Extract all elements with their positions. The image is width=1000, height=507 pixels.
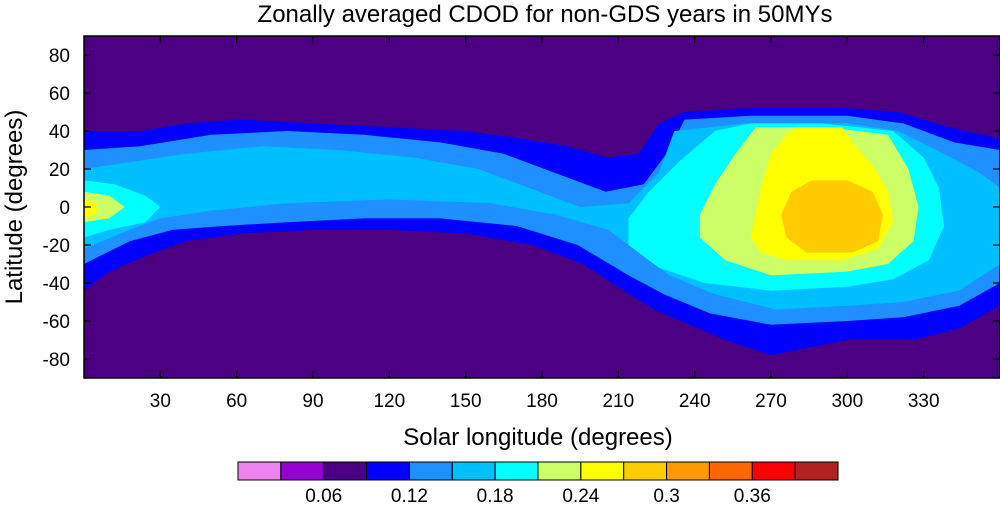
x-tick-label: 240 [679,391,711,412]
colorbar-label: 0.3 [653,486,679,507]
x-tick-label: 330 [908,391,940,412]
x-tick-label: 90 [302,391,323,412]
y-tick-label: -40 [43,274,70,295]
x-tick-label: 300 [831,391,863,412]
colorbar-swatch [623,461,668,481]
colorbar-label: 0.24 [562,486,599,507]
y-axis: 80 60 40 20 0 -20 -40 -60 -80 [43,46,1000,371]
x-tick-label: 120 [373,391,405,412]
colorbar-swatch [323,461,368,481]
colorbar-swatch [794,461,839,481]
colorbar-swatch [751,461,796,481]
y-axis-label: Latitude (degrees) [1,110,28,305]
y-tick-label: -20 [43,236,70,257]
x-axis: 30 60 90 120 150 180 210 240 270 300 330 [150,36,940,412]
colorbar-label: 0.18 [477,486,514,507]
y-tick-label: 20 [49,160,70,181]
contour-region-level-9-0 [781,180,883,253]
x-axis-label: Solar longitude (degrees) [403,424,673,451]
y-tick-label: 80 [49,46,70,67]
y-tick-label: 40 [49,122,70,143]
plot-area [84,36,1000,378]
colorbar-swatch [280,461,325,481]
x-tick-label: 270 [755,391,787,412]
colorbar-swatch [494,461,539,481]
chart-title: Zonally averaged CDOD for non-GDS years … [258,1,833,28]
colorbar: 0.06 0.12 0.18 0.24 0.3 0.36 [237,461,839,507]
y-tick-label: 60 [49,84,70,105]
x-tick-label: 60 [226,391,247,412]
colorbar-swatch [537,461,582,481]
colorbar-swatch [580,461,625,481]
y-tick-label: -80 [43,350,70,371]
colorbar-swatch [708,461,753,481]
x-tick-label: 30 [150,391,171,412]
colorbar-swatch [237,461,282,481]
colorbar-label: 0.06 [305,486,342,507]
colorbar-swatch [451,461,496,481]
contour-region-level-8-0 [84,199,97,219]
colorbar-label: 0.36 [734,486,771,507]
contour-region-level-2-2 [542,36,1000,120]
colorbar-label: 0.12 [391,486,428,507]
x-tick-label: 180 [526,391,558,412]
contour-region-level-2-1 [94,254,593,378]
y-tick-label: 0 [59,198,70,219]
colorbar-swatch [666,461,710,481]
x-tick-label: 150 [450,391,482,412]
contour-region-level-2-0 [84,36,222,116]
colorbar-swatch [408,461,453,481]
y-tick-label: -60 [43,312,70,333]
colorbar-swatch [366,461,410,481]
x-tick-label: 210 [602,391,634,412]
